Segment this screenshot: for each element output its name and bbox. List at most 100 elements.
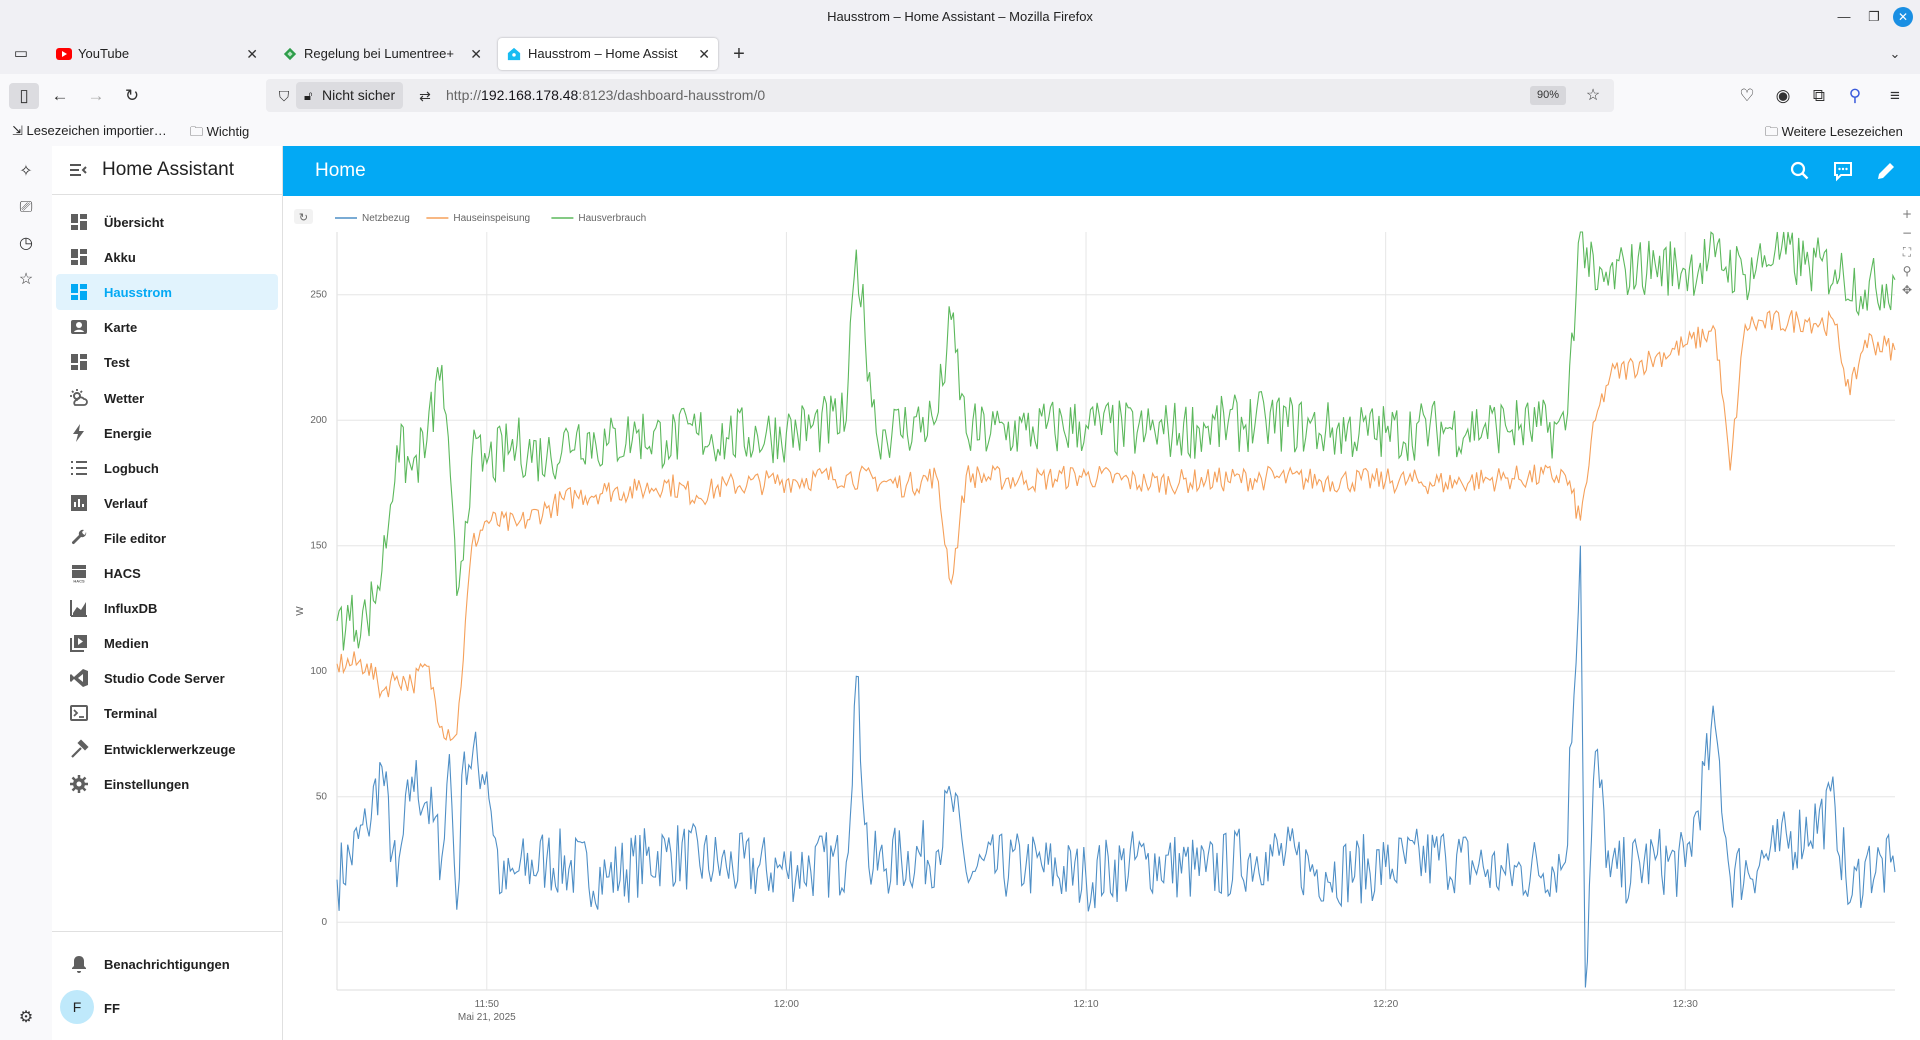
new-tab-icon[interactable]: + bbox=[733, 43, 745, 65]
user-avatar[interactable]: F bbox=[60, 990, 94, 1024]
home-assistant-icon bbox=[507, 47, 521, 61]
minimize-icon[interactable]: — bbox=[1837, 9, 1851, 24]
bookmark-import[interactable]: ⇲ Lesezeichen importier… bbox=[12, 123, 167, 139]
series-line-netzbezug bbox=[336, 545, 1896, 988]
security-indicator[interactable]: 🔓︎ Nicht sicher bbox=[296, 82, 404, 109]
customize-sidebar-icon[interactable]: ⚙ bbox=[18, 1009, 34, 1026]
sidebar-item-notifications[interactable]: Benachrichtigungen bbox=[56, 946, 278, 982]
search-extension-icon[interactable]: ⚲ bbox=[1848, 86, 1862, 105]
history-icon[interactable]: ◷ bbox=[19, 235, 33, 252]
y-axis-label: W bbox=[295, 606, 306, 616]
sidebar-item-influxdb[interactable]: InfluxDB bbox=[56, 590, 278, 626]
forward-icon[interactable]: → bbox=[87, 86, 105, 105]
tab-close-icon[interactable]: ✕ bbox=[698, 46, 710, 62]
sidebar-item-label: Übersicht bbox=[104, 215, 164, 230]
zoom-in-icon[interactable]: + bbox=[1902, 207, 1912, 221]
bookmark-folder-wichtig[interactable]: 🗀 Wichtig bbox=[190, 123, 249, 145]
assist-icon[interactable] bbox=[1832, 160, 1854, 182]
sidebar-item-label: HACS bbox=[104, 566, 141, 581]
lightning-icon bbox=[73, 423, 84, 442]
zoom-select-icon[interactable]: ⚲ bbox=[1903, 264, 1912, 278]
svg-text:HACS: HACS bbox=[73, 579, 85, 584]
sidebar-item-karte[interactable]: Karte bbox=[56, 309, 278, 345]
zoom-out-icon[interactable]: − bbox=[1902, 226, 1912, 240]
sidebar-item-label: InfluxDB bbox=[104, 601, 158, 617]
list-all-tabs-icon[interactable]: ⌄ bbox=[1889, 46, 1901, 61]
weather-icon bbox=[70, 388, 88, 406]
tab-overview-icon[interactable]: ▭ bbox=[13, 45, 29, 62]
y-tick-label: 50 bbox=[316, 792, 328, 803]
zoom-reset-icon[interactable]: ⛶ bbox=[1902, 245, 1912, 259]
tab-youtube[interactable]: YouTube ✕ bbox=[48, 38, 266, 70]
tab-close-icon[interactable]: ✕ bbox=[470, 46, 482, 62]
sidebar-item-label: Benachrichtigungen bbox=[104, 957, 230, 972]
refresh-icon: ↻ bbox=[299, 211, 308, 224]
shield-icon[interactable]: ⛉ bbox=[278, 88, 290, 104]
legend-label: Hausverbrauch bbox=[578, 213, 646, 224]
bookmarks-icon[interactable]: ☆ bbox=[18, 271, 34, 288]
pan-icon[interactable]: ✥ bbox=[1902, 283, 1912, 297]
sidebar-item-label: Wetter bbox=[104, 390, 145, 406]
sidebar-item-terminal[interactable]: Terminal bbox=[56, 695, 278, 731]
sidebar-item-verlauf[interactable]: Verlauf bbox=[56, 485, 278, 521]
x-tick-label: 11:50 bbox=[475, 999, 500, 1010]
bookmark-more-label: Weitere Lesezeichen bbox=[1781, 124, 1903, 139]
reload-icon[interactable]: ↻ bbox=[124, 86, 140, 105]
app-menu-icon[interactable]: ≡ bbox=[1890, 86, 1900, 105]
sidebar-item-wetter[interactable]: Wetter bbox=[56, 380, 278, 416]
sidebar-item-studio-code-server[interactable]: Studio Code Server bbox=[56, 660, 278, 696]
ai-chat-icon[interactable]: ✧ bbox=[19, 163, 33, 180]
lock-insecure-icon: 🔓︎ bbox=[304, 88, 313, 103]
legend-item: Hauseinspeisung bbox=[426, 213, 530, 224]
zoom-level[interactable]: 90% bbox=[1529, 86, 1566, 105]
sidebar-item-test[interactable]: Test bbox=[56, 344, 278, 380]
permissions-icon[interactable]: ⇄ bbox=[419, 88, 431, 104]
security-label: Nicht sicher bbox=[322, 87, 396, 103]
sidebar-item-medien[interactable]: Medien bbox=[56, 625, 278, 661]
extensions-icon[interactable]: ⧉ bbox=[1812, 86, 1826, 105]
url-text[interactable]: http://192.168.178.48:8123/dashboard-hau… bbox=[446, 79, 765, 112]
series-line-hauseinspeisung bbox=[336, 309, 1896, 742]
pocket-icon[interactable]: ♡ bbox=[1739, 86, 1755, 105]
sidebar-item-hausstrom[interactable]: Hausstrom bbox=[56, 274, 278, 311]
x-date-label: Mai 21, 2025 bbox=[458, 1012, 516, 1023]
line-chart-icon bbox=[70, 600, 87, 618]
sidebar-divider bbox=[52, 931, 282, 932]
ha-title: Home Assistant bbox=[102, 159, 234, 180]
media-icon bbox=[70, 635, 87, 653]
sidebar-item-einstellungen[interactable]: Einstellungen bbox=[56, 766, 278, 802]
sidebar-item-bersicht[interactable]: Übersicht bbox=[56, 204, 278, 240]
gear-icon bbox=[70, 774, 88, 793]
reset-zoom-button[interactable]: ↻ bbox=[294, 209, 313, 224]
sidebar-item-hacs[interactable]: HACS HACS bbox=[56, 555, 278, 591]
sidebar-item-label: Terminal bbox=[104, 706, 158, 722]
folder-icon: 🗀 bbox=[190, 124, 204, 139]
account-icon[interactable]: ◉ bbox=[1775, 86, 1791, 105]
tab-hausstrom[interactable]: Hausstrom – Home Assistan ✕ bbox=[498, 38, 718, 70]
sidebar-item-akku[interactable]: Akku bbox=[56, 239, 278, 275]
url-bar[interactable]: ⛉ 🔓︎ Nicht sicher ⇄ http://192.168.178.4… bbox=[266, 79, 1614, 112]
edit-pencil-icon[interactable] bbox=[1875, 160, 1897, 182]
back-icon[interactable]: ← bbox=[51, 86, 69, 105]
sidebar-toggle-icon[interactable]: ▯ bbox=[9, 83, 39, 109]
sidebar-item-label: Hausstrom bbox=[104, 285, 172, 301]
sidebar-item-logbuch[interactable]: Logbuch bbox=[56, 450, 278, 486]
synced-tabs-icon[interactable]: ⎚ bbox=[19, 199, 33, 216]
tab-close-icon[interactable]: ✕ bbox=[246, 46, 258, 62]
vscode-icon bbox=[70, 669, 88, 688]
sidebar-item-label: Energie bbox=[104, 425, 152, 441]
sidebar-item-file-editor[interactable]: File editor bbox=[56, 520, 278, 556]
tab-lumentree[interactable]: Regelung bei Lumentree+Tr ✕ bbox=[274, 38, 490, 70]
sidebar-item-entwicklerwerkzeuge[interactable]: Entwicklerwerkzeuge bbox=[56, 731, 278, 767]
bookmark-star-icon[interactable]: ☆ bbox=[1585, 87, 1601, 104]
bell-icon bbox=[72, 956, 86, 973]
power-chart[interactable]: 0 50 100 150 200 250 11:50 Mai 21, 2025 12:00 12:… bbox=[283, 196, 1920, 1040]
bookmark-more[interactable]: 🗀 Weitere Lesezeichen bbox=[1765, 123, 1903, 145]
sidebar-item-energie[interactable]: Energie bbox=[56, 415, 278, 451]
terminal-icon bbox=[70, 705, 88, 722]
restore-icon[interactable]: ❐ bbox=[1868, 9, 1880, 24]
user-name[interactable]: FF bbox=[104, 1001, 120, 1016]
menu-open-icon[interactable] bbox=[68, 160, 88, 180]
search-icon[interactable] bbox=[1789, 160, 1811, 182]
window-close-icon[interactable]: ✕ bbox=[1893, 7, 1913, 27]
